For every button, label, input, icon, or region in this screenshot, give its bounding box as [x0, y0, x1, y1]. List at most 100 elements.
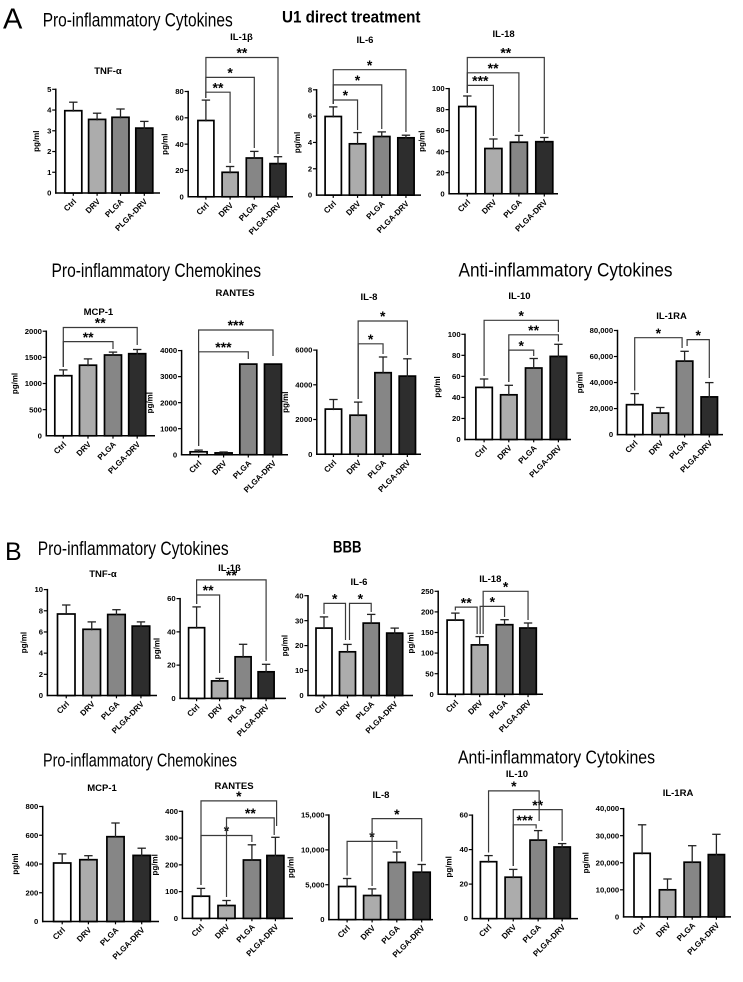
svg-text:10,000: 10,000 — [301, 845, 325, 854]
svg-text:20: 20 — [459, 880, 468, 889]
svg-text:400: 400 — [25, 860, 38, 869]
svg-text:*: * — [332, 591, 338, 607]
svg-text:0: 0 — [320, 915, 324, 924]
svg-text:***: *** — [472, 73, 489, 89]
svg-text:*: * — [519, 337, 525, 353]
svg-text:20: 20 — [436, 168, 445, 177]
svg-text:0: 0 — [38, 431, 42, 440]
svg-text:*: * — [490, 594, 496, 610]
svg-text:pg/ml: pg/ml — [581, 852, 590, 873]
svg-text:100: 100 — [421, 649, 434, 658]
svg-text:20,000: 20,000 — [596, 858, 620, 867]
svg-text:**: ** — [461, 594, 472, 610]
svg-text:30: 30 — [295, 616, 304, 625]
svg-text:8: 8 — [39, 606, 44, 615]
svg-text:*: * — [695, 327, 701, 343]
svg-text:0: 0 — [39, 691, 43, 700]
svg-text:U1 direct treatment: U1 direct treatment — [282, 9, 421, 27]
svg-text:200: 200 — [421, 608, 434, 617]
svg-text:3000: 3000 — [160, 372, 177, 381]
svg-text:6000: 6000 — [295, 346, 312, 355]
svg-text:IL-8: IL-8 — [373, 790, 390, 801]
svg-text:2: 2 — [47, 147, 51, 156]
svg-text:60: 60 — [459, 811, 468, 820]
svg-text:8: 8 — [308, 85, 313, 94]
svg-text:4: 4 — [39, 649, 44, 658]
svg-text:IL-1β: IL-1β — [218, 563, 241, 574]
svg-text:*: * — [358, 591, 364, 607]
svg-text:*: * — [519, 308, 525, 324]
svg-text:0: 0 — [308, 450, 312, 459]
svg-text:0: 0 — [173, 450, 177, 459]
svg-text:RANTES: RANTES — [214, 781, 253, 792]
svg-text:1500: 1500 — [25, 353, 42, 362]
svg-text:40: 40 — [175, 140, 184, 149]
svg-text:100: 100 — [448, 330, 461, 339]
svg-text:IL-18: IL-18 — [479, 574, 501, 585]
svg-text:0: 0 — [174, 914, 178, 923]
svg-text:Anti-inflammatory Cytokines: Anti-inflammatory Cytokines — [458, 748, 655, 768]
svg-text:3: 3 — [47, 126, 51, 135]
svg-text:0: 0 — [34, 917, 38, 926]
svg-text:*: * — [355, 72, 361, 88]
svg-text:IL-1RA: IL-1RA — [656, 311, 687, 322]
svg-text:40: 40 — [452, 393, 461, 402]
svg-text:0: 0 — [615, 913, 619, 922]
svg-text:0: 0 — [47, 189, 51, 198]
svg-text:Pro-inflammatory Cytokines: Pro-inflammatory Cytokines — [43, 11, 233, 32]
svg-text:pg/ml: pg/ml — [151, 854, 160, 875]
svg-text:pg/ml: pg/ml — [445, 856, 454, 877]
svg-text:**: ** — [226, 567, 237, 583]
svg-text:40: 40 — [436, 147, 445, 156]
svg-text:0: 0 — [456, 435, 460, 444]
svg-text:0: 0 — [171, 694, 175, 703]
svg-text:pg/ml: pg/ml — [281, 391, 290, 412]
svg-text:**: ** — [95, 315, 106, 331]
svg-text:20: 20 — [175, 166, 184, 175]
svg-text:MCP-1: MCP-1 — [87, 783, 117, 794]
svg-text:60: 60 — [436, 126, 445, 135]
svg-text:*: * — [380, 308, 386, 324]
svg-text:IL-8: IL-8 — [361, 292, 378, 303]
svg-text:0: 0 — [180, 192, 184, 201]
svg-text:40: 40 — [167, 627, 176, 636]
svg-text:10: 10 — [295, 666, 304, 675]
svg-text:0: 0 — [299, 691, 303, 700]
svg-text:*: * — [511, 778, 517, 794]
svg-text:0: 0 — [464, 914, 468, 923]
svg-text:80: 80 — [175, 87, 184, 96]
svg-text:Pro-inflammatory Chemokines: Pro-inflammatory Chemokines — [43, 751, 237, 771]
svg-text:0: 0 — [308, 191, 312, 200]
svg-text:pg/ml: pg/ml — [146, 392, 155, 413]
svg-text:20: 20 — [167, 661, 176, 670]
svg-text:**: ** — [213, 79, 224, 95]
svg-text:200: 200 — [165, 860, 178, 869]
svg-text:5: 5 — [47, 85, 52, 94]
svg-text:300: 300 — [165, 834, 178, 843]
svg-text:20: 20 — [452, 414, 461, 423]
svg-text:80: 80 — [436, 105, 445, 114]
svg-text:60: 60 — [452, 372, 461, 381]
svg-text:2000: 2000 — [160, 398, 177, 407]
svg-text:100: 100 — [432, 84, 445, 93]
svg-text:60: 60 — [175, 113, 184, 122]
svg-text:40,000: 40,000 — [590, 378, 614, 387]
svg-text:1000: 1000 — [25, 379, 42, 388]
svg-text:TNF-α: TNF-α — [89, 569, 117, 580]
svg-text:IL-1RA: IL-1RA — [663, 788, 694, 799]
svg-text:4: 4 — [47, 106, 52, 115]
svg-text:IL-1β: IL-1β — [230, 32, 253, 43]
svg-text:pg/ml: pg/ml — [152, 638, 161, 659]
svg-text:pg/ml: pg/ml — [20, 632, 29, 653]
svg-text:*: * — [656, 325, 662, 341]
svg-text:pg/ml: pg/ml — [280, 635, 289, 656]
svg-text:**: ** — [83, 329, 94, 345]
svg-text:150: 150 — [421, 628, 434, 637]
svg-text:TNF-α: TNF-α — [94, 66, 122, 77]
svg-text:15,000: 15,000 — [301, 811, 325, 820]
svg-text:pg/ml: pg/ml — [406, 632, 415, 653]
svg-text:*: * — [367, 57, 373, 73]
svg-text:80: 80 — [452, 351, 461, 360]
svg-text:20,000: 20,000 — [590, 404, 614, 413]
svg-text:***: *** — [215, 339, 232, 355]
